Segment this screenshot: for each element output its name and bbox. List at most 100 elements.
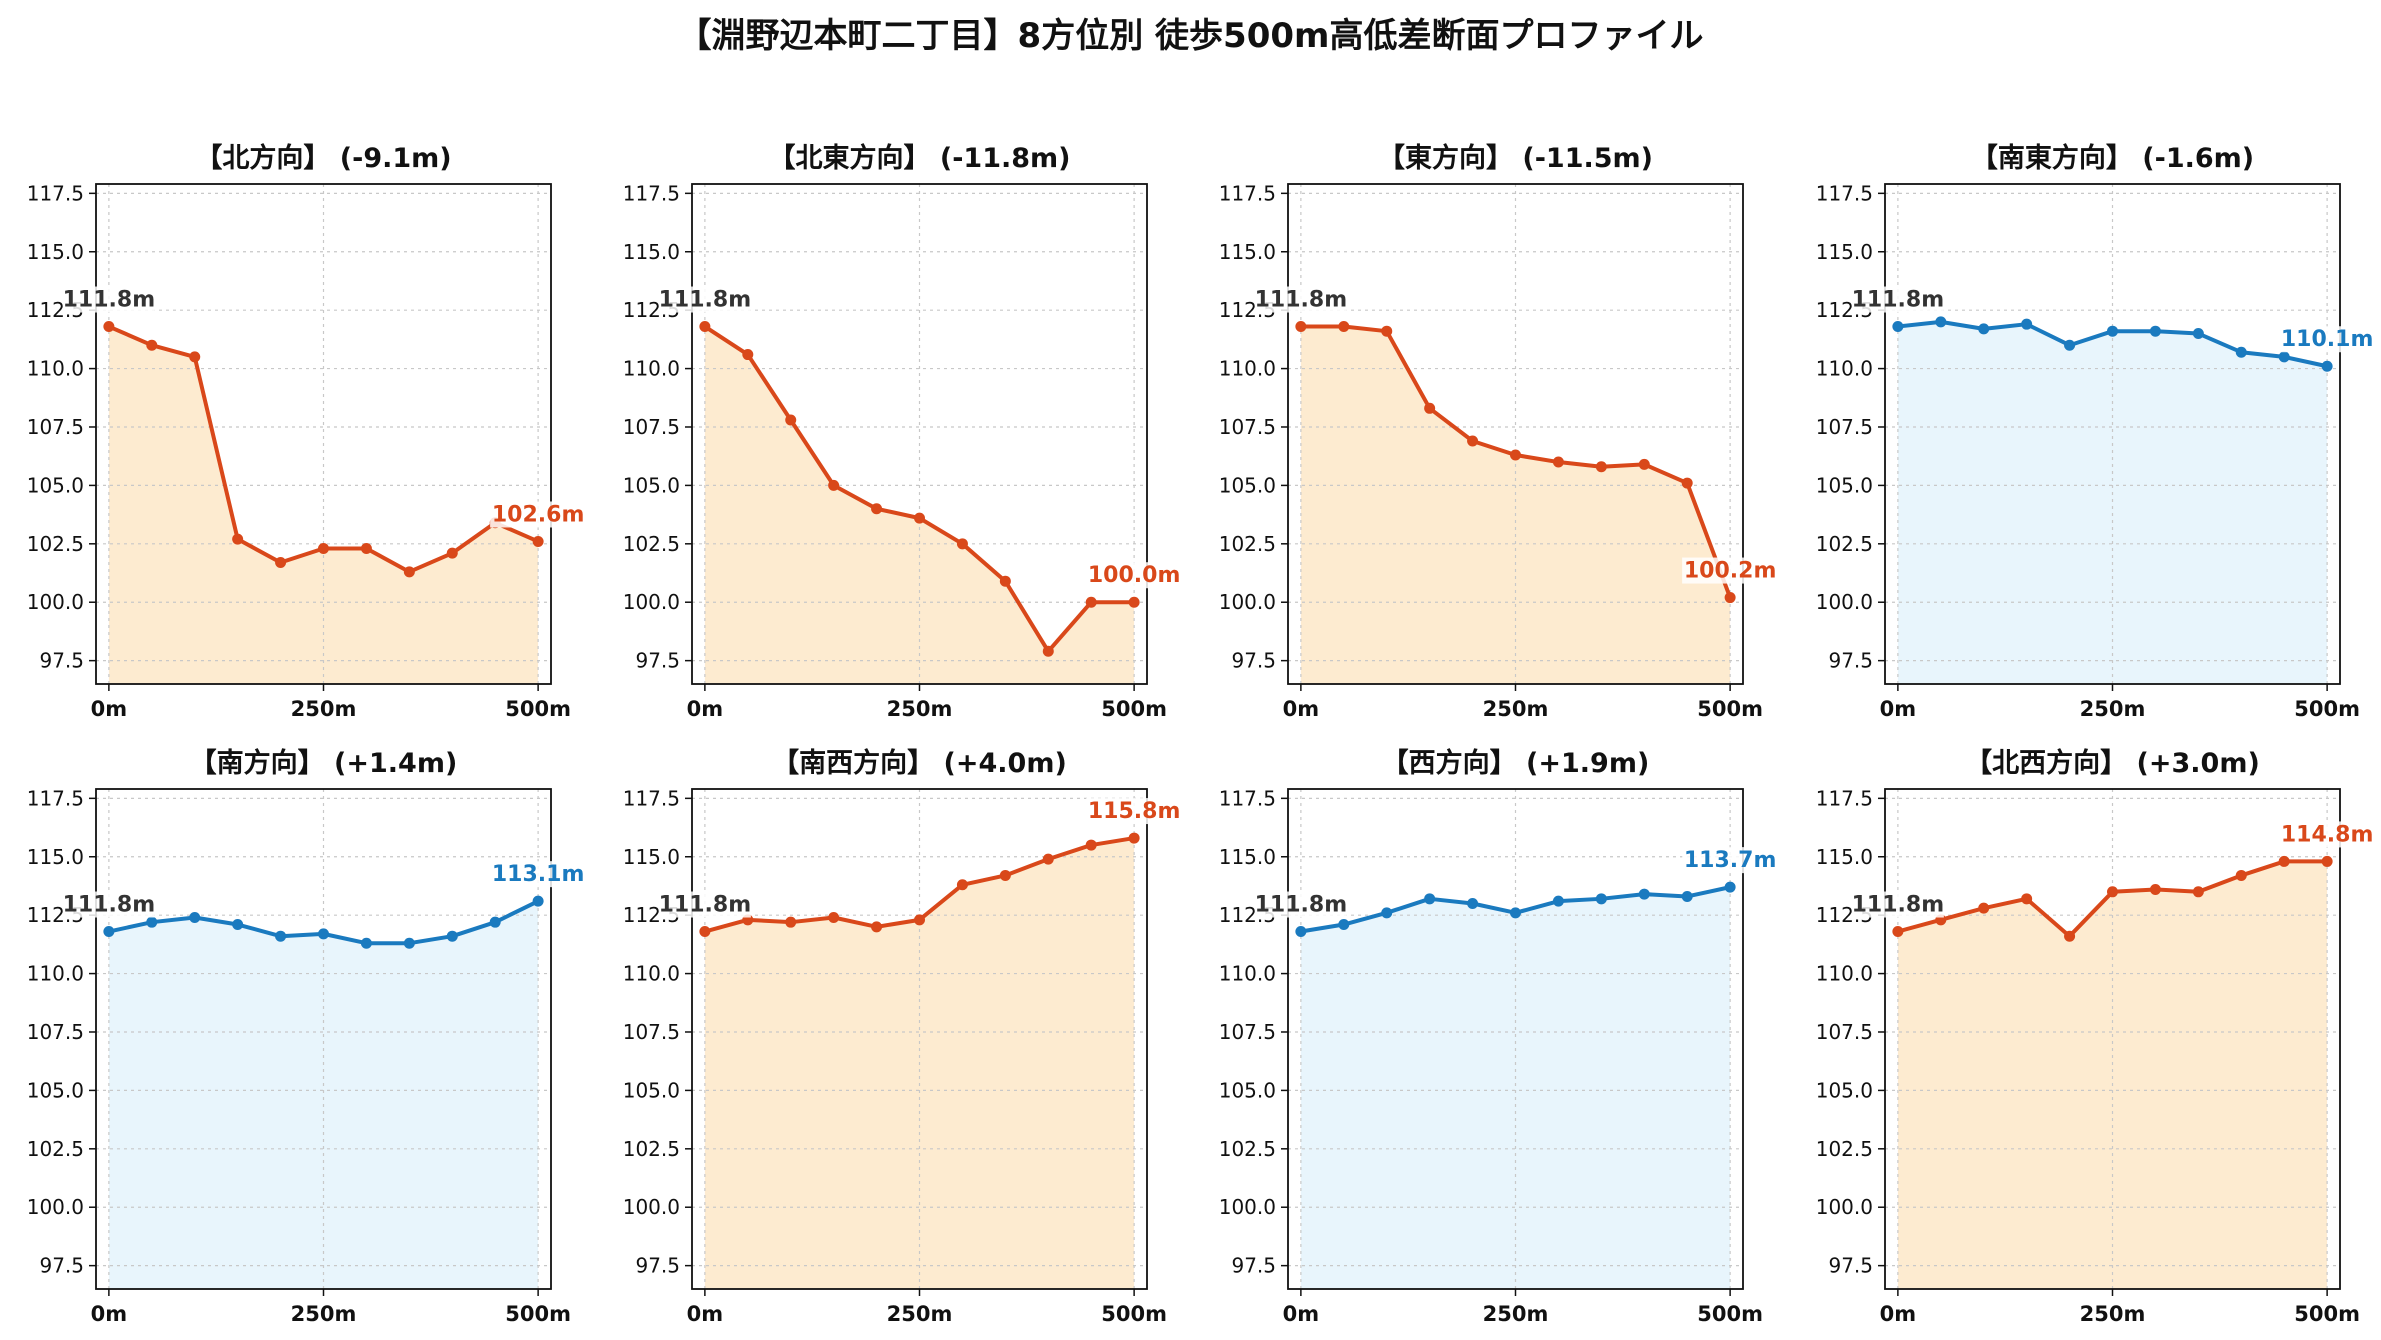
data-point: [914, 512, 925, 524]
x-tick-label: 500m: [1697, 697, 1763, 721]
y-tick-label: 107.5: [27, 1020, 84, 1044]
data-point: [2278, 351, 2290, 363]
x-tick-label: 500m: [505, 697, 571, 721]
y-tick-label: 102.5: [1219, 532, 1276, 556]
data-point: [2149, 883, 2161, 895]
y-tick-label: 105.0: [1816, 473, 1873, 497]
start-value-label: 111.8m: [1852, 893, 1945, 918]
data-point: [1552, 456, 1564, 468]
end-label-box: [1086, 562, 1183, 589]
x-tick-label: 500m: [2294, 1302, 2360, 1326]
chart-panel: 【北方向】 (-9.1m) 97.5 100.0 102.5 105.0 107.5 110…: [27, 142, 587, 721]
data-point: [1510, 449, 1521, 461]
x-tick-label: 250m: [887, 1302, 953, 1326]
y-tick-label: 105.0: [1219, 1078, 1276, 1102]
x-tick-label: 250m: [2080, 697, 2146, 721]
y-tick-label: 107.5: [623, 1020, 680, 1044]
y-tick-label: 97.5: [635, 649, 680, 673]
data-point: [1978, 902, 1990, 914]
y-tick-label: 110.0: [1816, 357, 1873, 381]
data-point: [1935, 316, 1947, 328]
start-label-box: [658, 286, 751, 313]
data-point: [2235, 346, 2247, 358]
data-point: [1128, 596, 1140, 608]
data-point: [275, 557, 287, 569]
y-tick-label: 115.0: [1816, 240, 1873, 264]
x-tick-label: 250m: [291, 697, 357, 721]
data-point: [2021, 318, 2033, 330]
data-point: [785, 916, 797, 928]
end-value-label: 113.7m: [1684, 848, 1777, 873]
x-tick-label: 500m: [505, 1302, 571, 1326]
x-tick-label: 250m: [1483, 697, 1549, 721]
data-point: [1978, 323, 1990, 335]
data-point: [1681, 890, 1693, 902]
data-point: [1042, 645, 1054, 657]
data-point: [1381, 325, 1393, 337]
y-tick-label: 117.5: [1219, 181, 1276, 205]
data-point: [1595, 461, 1607, 473]
data-point: [1042, 853, 1054, 865]
elevation-area: [704, 326, 1135, 684]
y-tick-label: 102.5: [27, 1137, 84, 1161]
y-tick-label: 110.0: [623, 357, 680, 381]
end-label-box: [1086, 798, 1183, 825]
data-point: [871, 503, 883, 515]
y-tick-label: 115.0: [623, 845, 680, 869]
end-label-box: [1682, 847, 1779, 874]
data-point: [232, 919, 244, 931]
data-point: [999, 575, 1011, 587]
end-value-label: 100.0m: [1088, 563, 1181, 588]
y-tick-label: 117.5: [1816, 786, 1873, 810]
panel-title: 【北方向】 (-9.1m): [195, 142, 451, 174]
y-tick-label: 100.0: [623, 590, 680, 614]
start-label-box: [1851, 891, 1944, 918]
y-tick-label: 105.0: [1816, 1078, 1873, 1102]
data-point: [1595, 893, 1607, 905]
start-value-label: 111.8m: [659, 893, 752, 918]
end-value-label: 113.1m: [492, 862, 585, 887]
data-point: [1381, 907, 1393, 919]
end-label-box: [2279, 821, 2376, 848]
end-value-label: 110.1m: [2281, 327, 2374, 352]
y-tick-label: 107.5: [1219, 415, 1276, 439]
end-label-box: [490, 861, 587, 888]
y-tick-label: 117.5: [1816, 181, 1873, 205]
data-point: [318, 928, 329, 940]
y-tick-label: 115.0: [623, 240, 680, 264]
y-tick-label: 97.5: [1828, 649, 1873, 673]
data-point: [785, 414, 797, 426]
y-tick-label: 100.0: [1219, 590, 1276, 614]
y-tick-label: 115.0: [27, 240, 84, 264]
y-tick-label: 105.0: [623, 473, 680, 497]
data-point: [956, 538, 968, 550]
data-point: [1128, 832, 1140, 844]
x-tick-label: 0m: [1283, 697, 1320, 721]
data-point: [1552, 895, 1564, 907]
panel-title: 【南西方向】 (+4.0m): [772, 747, 1067, 779]
data-point: [1724, 881, 1736, 893]
data-point: [2064, 930, 2076, 942]
y-tick-label: 115.0: [1219, 845, 1276, 869]
data-point: [103, 321, 115, 333]
y-tick-label: 100.0: [1816, 1195, 1873, 1219]
y-tick-label: 102.5: [27, 532, 84, 556]
x-tick-label: 0m: [91, 697, 128, 721]
x-tick-label: 0m: [91, 1302, 128, 1326]
y-tick-label: 102.5: [1219, 1137, 1276, 1161]
chart-panel: 【南東方向】 (-1.6m) 97.5 100.0 102.5 105.0 107.5 11…: [1816, 142, 2376, 721]
y-tick-label: 97.5: [1231, 1254, 1276, 1278]
chart-panel: 【南西方向】 (+4.0m) 97.5 100.0 102.5 105.0 107.5 11…: [623, 747, 1183, 1326]
start-label-box: [1851, 286, 1944, 313]
y-tick-label: 110.0: [1219, 357, 1276, 381]
y-tick-label: 100.0: [27, 590, 84, 614]
elevation-area: [1897, 861, 2328, 1289]
end-value-label: 114.8m: [2281, 822, 2374, 847]
start-value-label: 111.8m: [659, 288, 752, 313]
data-point: [1338, 321, 1350, 333]
data-point: [1681, 477, 1693, 489]
x-tick-label: 500m: [1101, 1302, 1167, 1326]
data-point: [1467, 435, 1479, 447]
x-tick-label: 250m: [1483, 1302, 1549, 1326]
